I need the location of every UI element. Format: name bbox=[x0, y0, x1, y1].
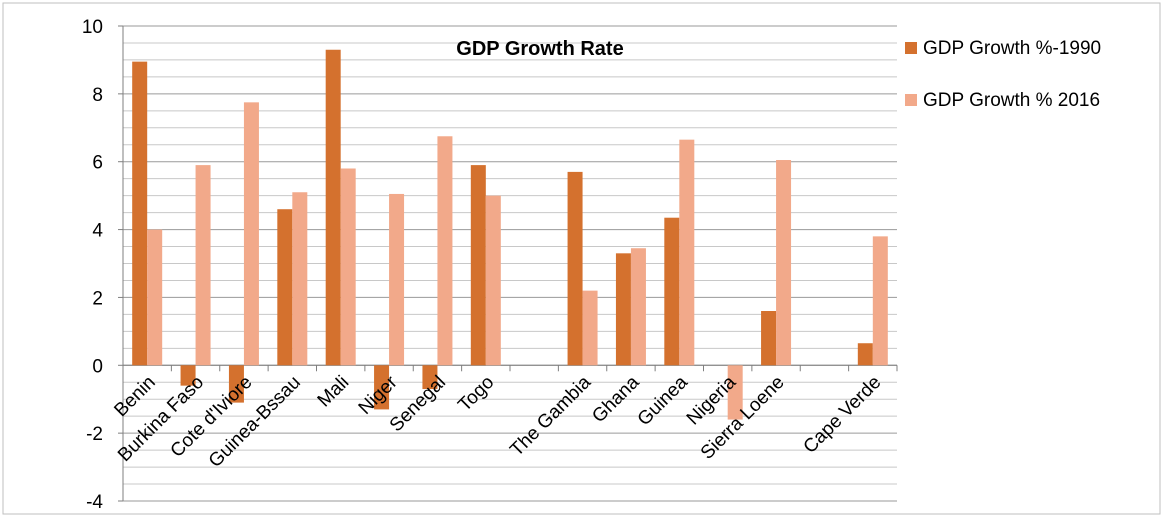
y-tick-label: 4 bbox=[92, 221, 103, 242]
y-tick-label: 0 bbox=[92, 356, 103, 377]
y-tick-label: -4 bbox=[86, 492, 103, 513]
bar-gdp-1990-15 bbox=[857, 343, 873, 366]
bar-gdp-1990-13 bbox=[761, 311, 777, 366]
bar-gdp-1990-11 bbox=[664, 217, 680, 366]
bar-gdp-2016-9 bbox=[582, 290, 598, 366]
bar-gdp-2016-3 bbox=[292, 192, 308, 366]
legend: GDP Growth %-1990 GDP Growth % 2016 bbox=[905, 38, 1101, 111]
bar-gdp-2016-11 bbox=[679, 139, 695, 366]
bar-gdp-2016-7 bbox=[485, 195, 501, 366]
legend-label: GDP Growth %-1990 bbox=[923, 38, 1101, 59]
bar-gdp-1990-0 bbox=[132, 61, 148, 366]
bar-gdp-1990-7 bbox=[470, 165, 486, 366]
bar-gdp-2016-10 bbox=[630, 248, 646, 366]
bar-gdp-2016-5 bbox=[389, 193, 405, 366]
legend-swatch bbox=[905, 94, 917, 106]
chart-title: GDP Growth Rate bbox=[456, 38, 623, 60]
bar-gdp-2016-12 bbox=[727, 365, 743, 420]
bar-gdp-1990-5 bbox=[374, 365, 390, 410]
y-tick-labels: -4 -2 0 2 4 6 8 10 bbox=[82, 17, 104, 513]
bar-gdp-2016-13 bbox=[776, 160, 792, 366]
y-tick-label: 10 bbox=[82, 17, 103, 38]
bar-gdp-2016-6 bbox=[437, 136, 453, 366]
bar-gdp-2016-15 bbox=[872, 236, 888, 366]
legend-label: GDP Growth % 2016 bbox=[923, 90, 1100, 111]
legend-swatch bbox=[905, 42, 917, 54]
y-tick-label: 2 bbox=[92, 288, 103, 309]
bar-gdp-1990-9 bbox=[567, 171, 583, 366]
bar-gdp-2016-2 bbox=[243, 102, 259, 366]
bar-gdp-1990-3 bbox=[277, 209, 293, 366]
y-tick-label: 8 bbox=[92, 85, 103, 106]
bars bbox=[132, 49, 888, 420]
bar-gdp-2016-4 bbox=[340, 168, 356, 366]
y-tick-label: -2 bbox=[86, 424, 103, 445]
bar-gdp-2016-0 bbox=[147, 229, 163, 366]
bar-gdp-1990-10 bbox=[615, 253, 631, 366]
bar-gdp-1990-2 bbox=[228, 365, 244, 403]
bar-gdp-2016-1 bbox=[195, 165, 211, 366]
y-tick-label: 6 bbox=[92, 153, 103, 174]
bar-gdp-1990-6 bbox=[422, 365, 438, 390]
bar-gdp-1990-4 bbox=[325, 49, 341, 366]
bar-gdp-1990-1 bbox=[180, 365, 196, 386]
